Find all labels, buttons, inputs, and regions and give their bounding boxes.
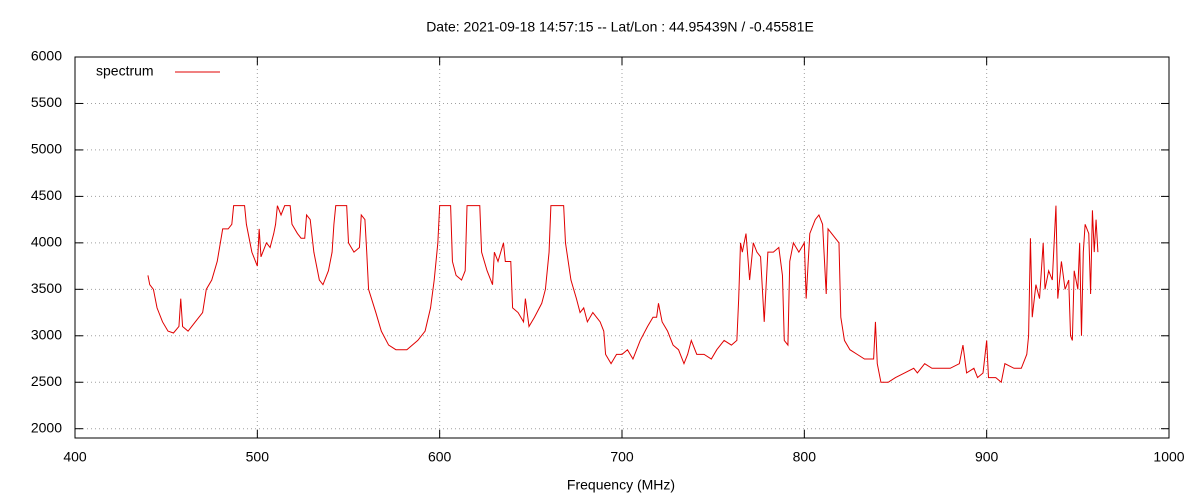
- x-tick-label: 600: [428, 449, 452, 465]
- y-tick-label: 5500: [31, 94, 62, 110]
- y-tick-label: 5000: [31, 141, 62, 157]
- y-tick-label: 4500: [31, 187, 62, 203]
- y-tick-label: 2500: [31, 373, 62, 389]
- line-series: [147, 205, 1099, 384]
- x-tick-label: 1000: [1153, 449, 1184, 465]
- x-tick-label: 400: [63, 449, 87, 465]
- y-tick-label: 3000: [31, 326, 62, 342]
- y-tick-label: 6000: [31, 48, 62, 64]
- plot-border: [74, 56, 1170, 439]
- x-tick-label: 800: [793, 449, 817, 465]
- x-tick-label: 500: [246, 449, 270, 465]
- x-tick-label: 700: [610, 449, 634, 465]
- y-tick-label: 3500: [31, 280, 62, 296]
- legend-label: spectrum: [96, 63, 154, 79]
- y-tick-label: 2000: [31, 419, 62, 435]
- chart-title: Date: 2021-09-18 14:57:15 -- Lat/Lon : 4…: [426, 19, 814, 35]
- x-tick-label: 900: [975, 449, 999, 465]
- y-tick-label: 4000: [31, 234, 62, 250]
- x-axis-label: Frequency (MHz): [567, 477, 675, 493]
